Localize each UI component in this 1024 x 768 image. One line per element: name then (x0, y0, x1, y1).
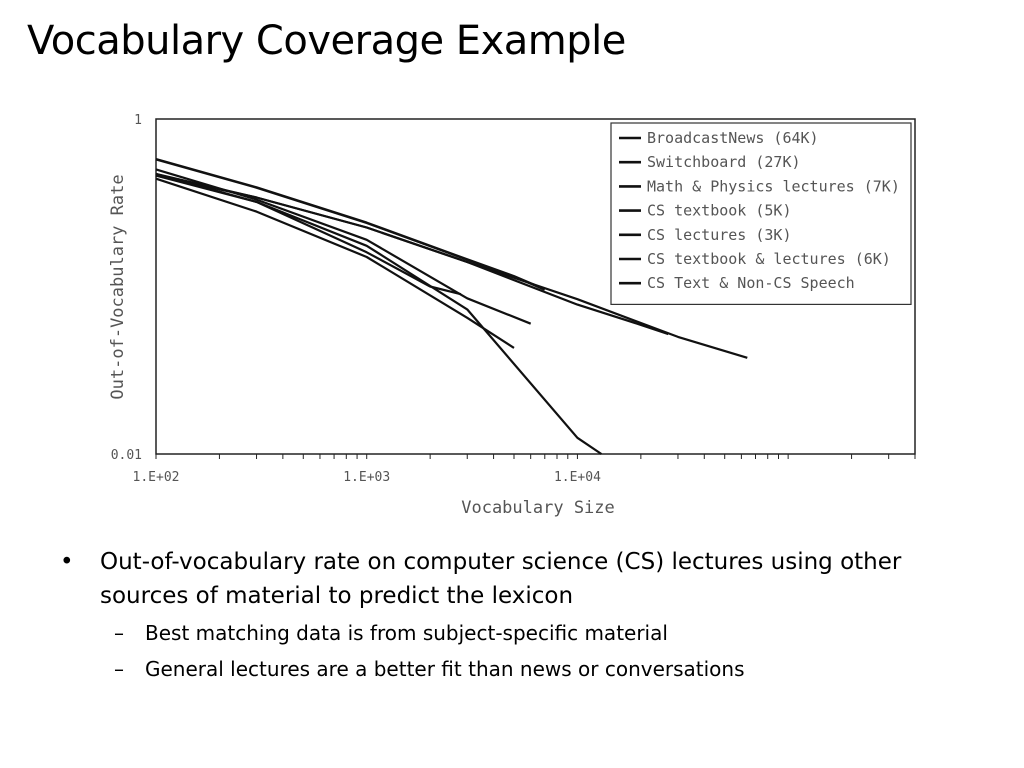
legend-label: BroadcastNews (64K) (647, 129, 819, 147)
sub-bullet-marker: – (114, 657, 124, 681)
legend-label: Switchboard (27K) (647, 153, 801, 171)
oov-rate-chart: 1.E+02 1.E+03 1.E+04 1 0.01 BroadcastNews (6… (108, 113, 916, 518)
legend-box (610, 122, 912, 305)
slide-title: Vocabulary Coverage Example (27, 18, 626, 64)
series-line (155, 158, 546, 291)
sub-bullet-marker: – (114, 621, 124, 645)
x-tick-label: 1.E+02 (133, 470, 180, 485)
bullet-marker: • (60, 549, 74, 575)
legend-label: CS Text & Non-CS Speech (647, 274, 855, 292)
y-tick-label: 0.01 (111, 448, 142, 463)
series-line (155, 172, 603, 455)
legend-label: Math & Physics lectures (7K) (647, 177, 900, 195)
legend-label: CS lectures (3K) (647, 226, 792, 244)
series-line (155, 168, 532, 325)
plot-frame (155, 118, 916, 455)
series-line (155, 172, 669, 336)
sub-bullet-text: Best matching data is from subject-speci… (145, 621, 668, 645)
legend-label: CS textbook & lectures (6K) (647, 250, 891, 268)
bullet-list: • Out-of-vocabulary rate on computer sci… (60, 545, 960, 687)
x-axis-label: Vocabulary Size (461, 498, 615, 518)
y-axis-label: Out-of-Vocabulary Rate (108, 174, 128, 399)
legend-label: CS textbook (5K) (647, 202, 792, 220)
y-tick-label: 1 (134, 113, 142, 128)
bullet-item: • Out-of-vocabulary rate on computer sci… (60, 545, 960, 687)
series-line (155, 177, 515, 349)
sub-bullet-item: – General lectures are a better fit than… (100, 651, 960, 687)
sub-bullet-text: General lectures are a better fit than n… (145, 657, 745, 681)
sub-bullet-item: – Best matching data is from subject-spe… (100, 615, 960, 651)
bullet-text: Out-of-vocabulary rate on computer scien… (100, 549, 902, 609)
sub-bullet-list: – Best matching data is from subject-spe… (100, 615, 960, 687)
x-tick-label: 1.E+04 (554, 470, 601, 485)
x-tick-label: 1.E+03 (343, 470, 390, 485)
